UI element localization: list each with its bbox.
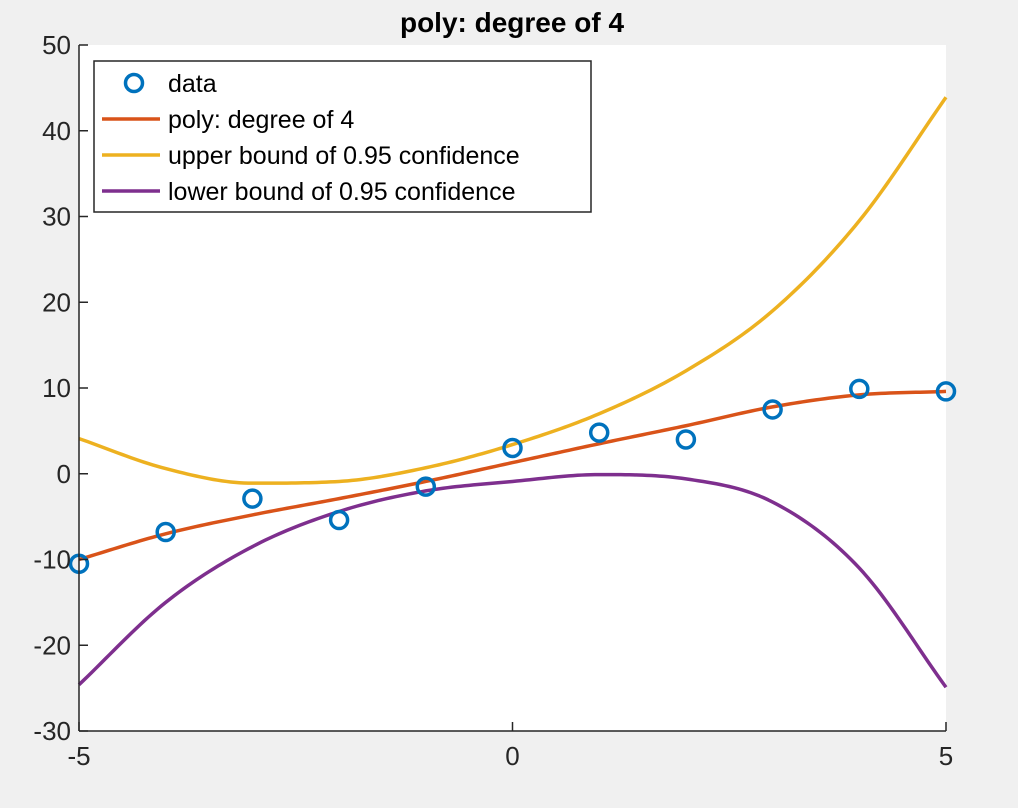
- data-point: [415, 476, 437, 497]
- y-tick-label: -20: [33, 630, 71, 660]
- axis-ticks: -30 -20 -10 0 10 20 30 40 50 -5 0 5: [33, 30, 953, 771]
- data-point: [588, 422, 610, 443]
- lower-bound-curve: [77, 472, 948, 689]
- legend: data poly: degree of 4 upper bound of 0.95…: [93, 60, 592, 213]
- data-point: [849, 378, 870, 400]
- x-tick-label: 0: [505, 741, 519, 771]
- legend-entry-label: upper bound of 0.95 confidence: [168, 142, 520, 170]
- y-tick-label: 30: [42, 202, 71, 232]
- y-tick-label: 20: [42, 287, 71, 317]
- data-point: [502, 437, 523, 459]
- y-tick-label: 50: [42, 30, 71, 60]
- y-tick-label: 10: [42, 373, 71, 403]
- fit-curve: [78, 389, 947, 562]
- chart-title: poly: degree of 4: [400, 7, 624, 38]
- legend-entry-label: lower bound of 0.95 confidence: [168, 178, 515, 206]
- data-point: [242, 488, 263, 509]
- data-point: [762, 399, 783, 420]
- upper-bound-curve: [78, 96, 948, 485]
- data-point: [155, 521, 176, 543]
- y-tick-label: -10: [33, 545, 71, 575]
- data-point: [675, 429, 697, 450]
- data-point: [935, 381, 957, 402]
- data-point: [328, 509, 350, 531]
- legend-marker-data: [123, 72, 145, 94]
- legend-entry-label: data: [168, 70, 217, 98]
- y-tick-label: 40: [42, 116, 71, 146]
- legend-entry-label: poly: degree of 4: [168, 106, 354, 134]
- x-tick-label: -5: [67, 741, 90, 771]
- y-tick-label: 0: [57, 459, 71, 489]
- x-tick-label: 5: [939, 741, 953, 771]
- y-tick-label: -30: [33, 716, 71, 746]
- legend-box: [93, 60, 592, 213]
- plot-area: [68, 96, 957, 689]
